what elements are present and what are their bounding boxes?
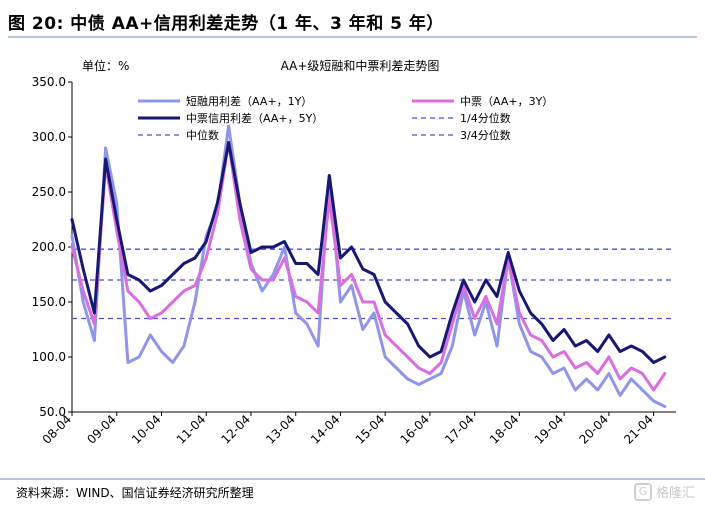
y-tick-label: 250.0 bbox=[32, 185, 66, 199]
legend-label: 短融用利差（AA+，1Y） bbox=[186, 94, 312, 108]
x-tick-label: 12-04 bbox=[219, 412, 254, 447]
y-tick-label: 100.0 bbox=[32, 350, 66, 364]
logo-mark-icon: G bbox=[633, 482, 652, 501]
legend-item: 中票（AA+，3Y） bbox=[412, 95, 553, 108]
legend-item: 短融用利差（AA+，1Y） bbox=[138, 94, 312, 108]
x-tick-label: 11-04 bbox=[174, 412, 209, 447]
y-tick-label: 200.0 bbox=[32, 240, 66, 254]
x-tick-label: 21-04 bbox=[621, 412, 656, 447]
x-tick-label: 14-04 bbox=[308, 412, 343, 447]
legend-label: 1/4分位数 bbox=[460, 111, 511, 125]
chart-unit-label: 单位：% bbox=[82, 58, 129, 73]
legend-label: 中票信用利差（AA+，5Y） bbox=[186, 111, 323, 125]
x-tick-label: 16-04 bbox=[397, 412, 432, 447]
legend-label: 中位数 bbox=[186, 128, 219, 142]
y-tick-label: 350.0 bbox=[32, 75, 66, 89]
legend-label: 3/4分位数 bbox=[460, 128, 511, 142]
series-line bbox=[70, 124, 667, 408]
y-tick-label: 300.0 bbox=[32, 130, 66, 144]
x-tick-label: 09-04 bbox=[84, 412, 119, 447]
x-tick-label: 19-04 bbox=[532, 412, 567, 447]
figure-title: 图 20: 中债 AA+信用利差走势（1 年、3 年和 5 年） bbox=[8, 13, 444, 34]
x-tick-label: 20-04 bbox=[576, 412, 611, 447]
watermark-text: 格隆汇 bbox=[655, 486, 695, 501]
chart: 单位：% AA+级短融和中票利差走势图 50.0 100.0 150.0 200.0 2… bbox=[32, 58, 676, 447]
series-line bbox=[70, 141, 667, 364]
x-tick-label: 18-04 bbox=[487, 412, 522, 447]
y-tick-label: 150.0 bbox=[32, 295, 66, 309]
legend-label: 中票（AA+，3Y） bbox=[460, 95, 553, 108]
figure-header: 图 20: 中债 AA+信用利差走势（1 年、3 年和 5 年） bbox=[8, 6, 697, 38]
legend-item: 3/4分位数 bbox=[412, 128, 511, 142]
chart-title: AA+级短融和中票利差走势图 bbox=[281, 58, 440, 73]
legend: 短融用利差（AA+，1Y） 中票（AA+，3Y） 中票信用利差（AA+，5Y） 1/4… bbox=[138, 94, 553, 142]
y-tick-label: 50.0 bbox=[39, 405, 66, 419]
watermark: G 格隆汇 bbox=[633, 482, 695, 501]
source-footer: 资料来源：WIND、国信证券经济研究所整理 G 格隆汇 bbox=[0, 478, 705, 506]
x-tick-label: 15-04 bbox=[353, 412, 388, 447]
x-tick-label: 17-04 bbox=[442, 412, 477, 447]
legend-item: 1/4分位数 bbox=[412, 111, 511, 125]
legend-item: 中票信用利差（AA+，5Y） bbox=[138, 111, 323, 125]
x-tick-label: 10-04 bbox=[129, 412, 164, 447]
legend-item: 中位数 bbox=[138, 128, 219, 142]
source-text: 资料来源：WIND、国信证券经济研究所整理 bbox=[16, 486, 254, 500]
x-tick-label: 13-04 bbox=[263, 412, 298, 447]
series-line bbox=[70, 141, 667, 392]
